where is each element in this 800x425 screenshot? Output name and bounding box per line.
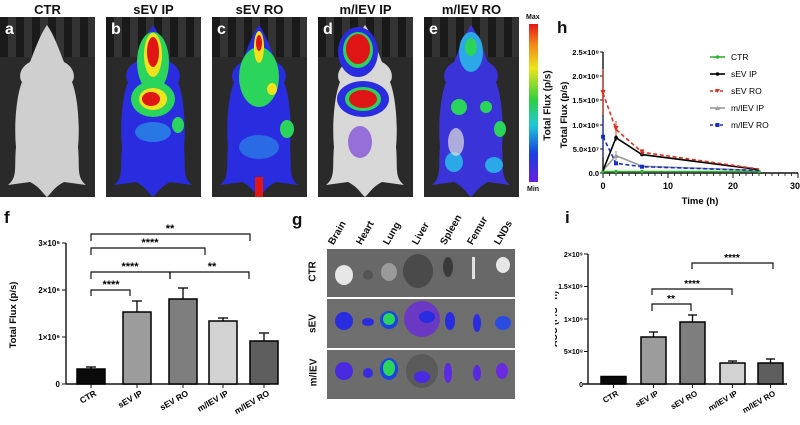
panel-i-letter: i (565, 208, 570, 227)
panel-e-title: m/lEV RO (441, 2, 502, 17)
colorbar-axis-label: Total Flux (p/s) (542, 70, 554, 141)
row-label-mlev: m/lEV (308, 358, 320, 387)
panel-c-title: sEV RO (235, 2, 284, 17)
svg-text:5×10⁸: 5×10⁸ (564, 349, 583, 356)
h-ytick-0: 0.0 (589, 169, 599, 178)
f-ylabel: Total Flux (p/s) (8, 282, 19, 349)
organ-images (327, 249, 515, 399)
svg-text:**: ** (208, 261, 217, 273)
panel-b-image: b (106, 17, 201, 197)
svg-text:m/lEV IP: m/lEV IP (707, 389, 740, 413)
svg-text:sEV RO: sEV RO (669, 389, 699, 411)
i-ylabel: AUC (P/S - h) (555, 291, 559, 347)
svg-text:m/lEV RO: m/lEV RO (731, 120, 769, 130)
svg-text:m/lEV IP: m/lEV IP (731, 103, 764, 113)
panel-d-letter: d (323, 21, 333, 38)
colorbar-min-label: Min (527, 186, 540, 193)
mouse-bioluminescence-mlev-ro (432, 25, 510, 197)
svg-text:CTR: CTR (78, 388, 98, 405)
colorbar-max-label: Max (526, 14, 540, 21)
svg-text:1.0×10⁸: 1.0×10⁸ (572, 121, 599, 130)
panel-g-letter: g (292, 210, 303, 229)
svg-text:CTR: CTR (731, 52, 748, 62)
row-label-ctr: CTR (307, 261, 319, 282)
chart-f-bar: 0 1×10⁶ 2×10⁶ 3×10⁶ Total Flux (p/s) CTR… (8, 223, 279, 416)
svg-text:sEV IP: sEV IP (634, 389, 661, 410)
svg-text:0: 0 (56, 380, 61, 389)
panel-h-letter: h (557, 18, 568, 37)
organ-label-brain: Brain (326, 219, 349, 247)
svg-text:**: ** (166, 223, 175, 235)
panel-e-image: e (424, 17, 519, 197)
mouse-bioluminescence-mlev-ip (326, 25, 404, 197)
organ-label-femur: Femur (465, 215, 491, 247)
panel-b-title: sEV IP (133, 2, 174, 17)
svg-text:1×10⁶: 1×10⁶ (38, 333, 60, 342)
panel-d-title: m/lEV IP (339, 2, 392, 17)
svg-text:sEV IP: sEV IP (731, 69, 757, 79)
svg-text:m/lEV IP: m/lEV IP (196, 388, 231, 414)
svg-text:1.5×10⁸: 1.5×10⁸ (572, 96, 599, 105)
row-label-sev: sEV (307, 314, 319, 333)
organ-label-lnds: LNDs (492, 218, 516, 247)
organ-label-liver: Liver (410, 220, 432, 247)
organ-label-spleen: Spleen (438, 213, 465, 247)
svg-text:sEV RO: sEV RO (158, 388, 190, 412)
panel-c-letter: c (217, 21, 226, 38)
h-xlabel: Time (h) (682, 196, 719, 207)
svg-text:sEV RO: sEV RO (731, 86, 762, 96)
svg-text:****: **** (141, 237, 159, 249)
colorbar-gradient (529, 24, 538, 182)
panel-e-letter: e (429, 21, 438, 38)
panel-a-letter: a (5, 21, 14, 38)
svg-text:CTR: CTR (601, 389, 620, 405)
svg-text:****: **** (724, 253, 740, 264)
panel-b-letter: b (111, 21, 121, 38)
svg-text:1×10⁹: 1×10⁹ (564, 317, 583, 324)
mouse-bioluminescence-sev-ro (220, 25, 298, 197)
mouse-silhouette (8, 25, 86, 197)
svg-text:sEV IP: sEV IP (116, 388, 144, 410)
svg-text:2.0×10⁸: 2.0×10⁸ (572, 72, 599, 81)
svg-text:30: 30 (790, 181, 800, 191)
svg-text:m/lEV RO: m/lEV RO (741, 389, 777, 415)
svg-text:**: ** (667, 294, 675, 305)
chart-h-line: 0.0 5.0×10⁷ 1.0×10⁸ 1.5×10⁸ 2.0×10⁸ 2.5×… (559, 48, 800, 207)
svg-text:10: 10 (663, 181, 673, 191)
svg-text:0: 0 (600, 181, 605, 191)
svg-text:1.5×10⁹: 1.5×10⁹ (558, 284, 583, 291)
h-legend: CTR sEV IP sEV RO m/lEV IP m/lEV RO (710, 52, 769, 130)
svg-text:3×10⁶: 3×10⁶ (38, 239, 60, 248)
svg-text:m/lEV RO: m/lEV RO (232, 388, 271, 416)
panel-a-image: a (0, 17, 95, 197)
svg-text:0: 0 (579, 382, 583, 389)
panel-c-image: c (212, 17, 307, 197)
svg-text:****: **** (102, 279, 120, 291)
organ-label-heart: Heart (354, 219, 377, 247)
panel-d-image: d (318, 17, 413, 197)
svg-text:2.5×10⁸: 2.5×10⁸ (572, 48, 599, 57)
h-ylabel: Total Flux (p/s) (559, 82, 570, 149)
chart-i-bar: 0 5×10⁸ 1×10⁹ 1.5×10⁹ 2×10⁹ AUC (P/S - h… (555, 252, 787, 415)
svg-text:5.0×10⁷: 5.0×10⁷ (573, 145, 599, 154)
mouse-bioluminescence-sev-ip (114, 25, 192, 197)
svg-text:2×10⁶: 2×10⁶ (38, 286, 60, 295)
svg-text:2×10⁹: 2×10⁹ (564, 252, 583, 259)
svg-text:20: 20 (728, 181, 738, 191)
panel-a-title: CTR (34, 2, 61, 17)
panel-f-letter: f (4, 208, 10, 227)
svg-text:****: **** (121, 261, 139, 273)
organ-label-lung: Lung (381, 220, 404, 247)
svg-text:****: **** (684, 279, 700, 290)
